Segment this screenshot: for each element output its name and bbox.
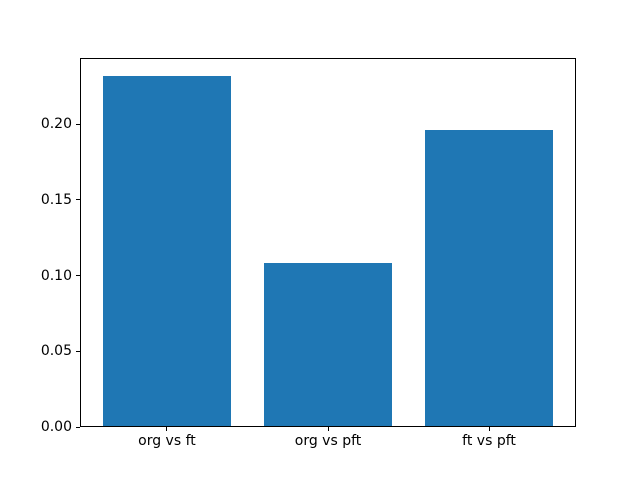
x-tick-label: org vs pft bbox=[294, 433, 362, 449]
y-axis-tick bbox=[76, 123, 80, 125]
x-axis-tick bbox=[166, 427, 168, 431]
bar-org-vs-ft bbox=[102, 75, 232, 427]
y-tick-label: 0.20 bbox=[40, 116, 72, 133]
bar-ft-vs-pft bbox=[424, 130, 554, 427]
y-axis-tick bbox=[76, 426, 80, 428]
y-tick-label: 0.00 bbox=[40, 419, 72, 435]
y-tick-label: 0.15 bbox=[40, 191, 72, 208]
bar-org-vs-pft bbox=[263, 263, 393, 427]
x-tick-label: ft vs pft bbox=[462, 433, 516, 449]
x-axis-tick bbox=[327, 427, 329, 431]
plot-area: org vs ft org vs pft ft vs pft 0.00 0.05 0.10… bbox=[41, 58, 576, 448]
x-axis-tick bbox=[488, 427, 490, 431]
y-axis-tick bbox=[76, 199, 80, 201]
y-tick-label: 0.10 bbox=[40, 267, 72, 284]
y-axis-tick bbox=[76, 350, 80, 352]
x-tick-label: org vs ft bbox=[138, 433, 196, 449]
y-axis-tick bbox=[76, 275, 80, 277]
y-tick-label: 0.05 bbox=[40, 343, 72, 360]
